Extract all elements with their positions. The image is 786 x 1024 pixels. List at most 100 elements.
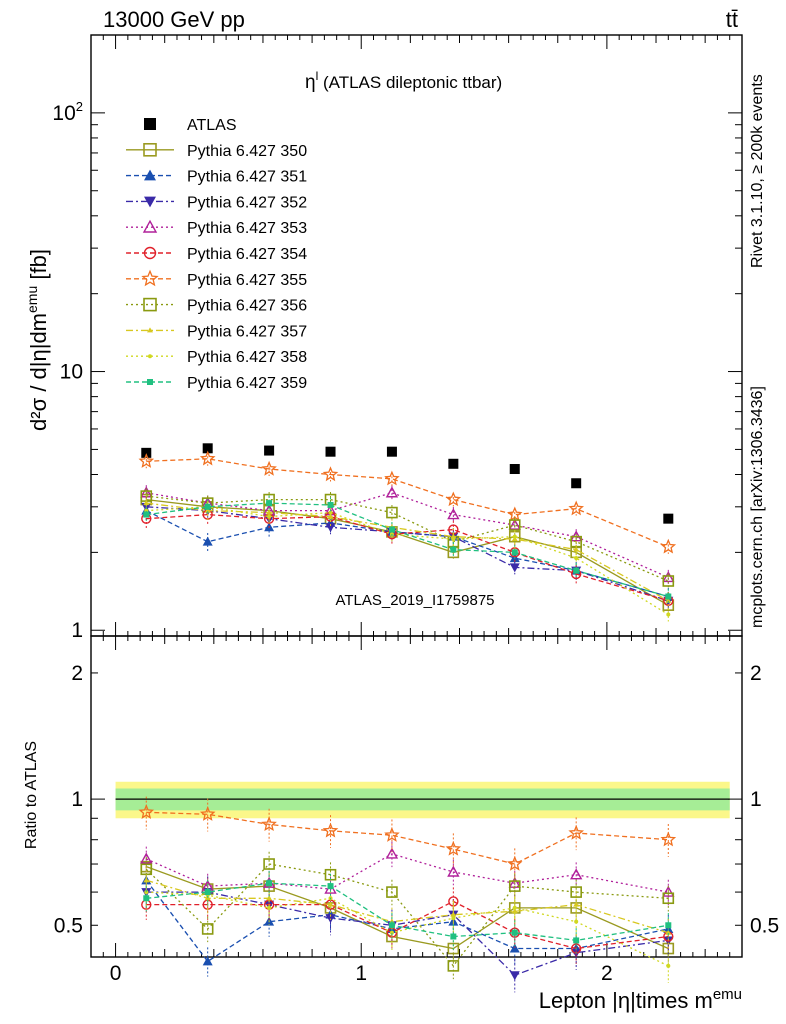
legend-marker [147, 379, 153, 385]
data-point-s355 [568, 500, 584, 516]
legend-marker [147, 327, 153, 333]
ratio-point-s359 [511, 929, 518, 936]
ratio-point-s358 [666, 963, 671, 968]
legend-entry-s355: Pythia 6.427 355 [126, 269, 307, 289]
ratio-y-axis-label: Ratio to ATLAS [23, 741, 40, 849]
main-ytick-label: 10 [60, 361, 83, 384]
ratio-point-s355 [445, 840, 462, 856]
ratio-point-s356 [508, 880, 521, 892]
data-point-s355 [261, 460, 277, 476]
xtick-label: 1 [355, 962, 367, 985]
ratio-point-s355 [322, 822, 339, 838]
data-point-ATLAS [264, 445, 275, 456]
legend-entry-s354: Pythia 6.427 354 [126, 246, 307, 263]
data-point-s359 [573, 567, 580, 574]
legend-marker [148, 354, 152, 359]
data-point-s359 [388, 526, 395, 533]
main-ytick-label: 1 [71, 619, 83, 642]
legend-entry-s359: Pythia 6.427 359 [126, 375, 307, 392]
ratio-point-s351 [509, 943, 520, 953]
data-point-s359 [665, 593, 672, 600]
ratio-point-s358 [574, 919, 579, 924]
legend-entry-ATLAS: ATLAS [144, 117, 237, 134]
ratio-point-s352 [325, 914, 336, 924]
legend-label: ATLAS [187, 117, 237, 134]
ratio-point-s359 [450, 933, 457, 940]
data-point-s357 [665, 597, 672, 603]
ratio-point-s357 [450, 911, 457, 917]
rivet-version-label: Rivet 3.1.10, ≥ 200k events [749, 74, 766, 268]
ratio-series-s356 [140, 851, 675, 980]
ratio-point-s355 [506, 855, 523, 871]
ratio-point-s359 [143, 895, 150, 902]
data-point-s357 [573, 546, 580, 552]
ratio-point-s355 [138, 804, 155, 819]
analysis-watermark: ATLAS_2019_I1759875 [335, 592, 494, 609]
ratio-point-s356 [570, 886, 582, 898]
legend-marker [141, 269, 159, 287]
ratio-point-s358 [512, 905, 517, 910]
legend-entry-s353: Pythia 6.427 353 [126, 219, 307, 237]
data-point-s357 [327, 513, 334, 519]
legend-label: Pythia 6.427 358 [187, 349, 307, 366]
data-point-ATLAS [141, 447, 152, 458]
legend-label: Pythia 6.427 355 [187, 272, 307, 289]
data-point-s357 [266, 509, 273, 515]
data-point-ATLAS [509, 464, 520, 475]
ratio-point-s357 [143, 877, 150, 883]
legend-marker [143, 246, 157, 260]
data-point-s356 [508, 519, 521, 531]
legend-label: Pythia 6.427 353 [187, 220, 307, 237]
ratio-point-s357 [665, 929, 672, 935]
ratio-series-s355 [138, 796, 677, 882]
data-point-s351 [202, 536, 213, 546]
legend-label: Pythia 6.427 350 [187, 143, 307, 160]
legend-entry-s356: Pythia 6.427 356 [126, 298, 307, 315]
ratio-point-s353 [569, 868, 583, 880]
data-point-s355 [660, 538, 677, 554]
data-point-s353 [385, 486, 399, 498]
legend-entry-s351: Pythia 6.427 351 [126, 169, 307, 186]
ratio-point-s359 [204, 889, 211, 896]
ratio-point-s355 [199, 806, 216, 821]
data-point-s359 [327, 501, 334, 508]
legend-marker [144, 118, 156, 130]
ratio-point-s359 [573, 937, 580, 944]
ratio-ytick-label-left: 2 [71, 662, 83, 685]
data-point-ATLAS [663, 513, 674, 524]
ratio-point-s355 [660, 831, 677, 847]
ratio-point-s350 [447, 942, 460, 955]
legend-marker [143, 143, 157, 157]
data-point-s352 [325, 523, 336, 533]
legend-entry-s352: Pythia 6.427 352 [126, 194, 307, 211]
ratio-point-s358 [451, 916, 456, 921]
data-point-s359 [204, 503, 211, 510]
x-axis-label: Lepton |η|times memu [539, 986, 742, 1013]
data-point-s353 [447, 508, 460, 520]
legend-label: Pythia 6.427 352 [187, 194, 307, 211]
xtick-label: 0 [110, 962, 122, 985]
main-y-axis-label: d²σ / d|η|dmemu [fb] [24, 249, 51, 431]
data-point-s358 [267, 514, 272, 519]
legend-entry-s357: Pythia 6.427 357 [126, 323, 307, 340]
legend-label: Pythia 6.427 354 [187, 246, 307, 263]
ratio-point-s353 [662, 885, 675, 897]
data-point-s352 [509, 563, 520, 573]
ratio-ytick-label-right: 1 [750, 788, 762, 811]
data-point-s356 [662, 575, 675, 587]
ratio-point-s358 [389, 930, 394, 935]
data-point-s355 [138, 453, 155, 468]
main-series-ATLAS [141, 443, 674, 524]
data-point-s358 [574, 556, 579, 561]
data-point-s359 [143, 511, 150, 518]
data-point-ATLAS [325, 446, 336, 457]
ratio-ytick-label-left: 0.5 [54, 914, 83, 937]
ratio-point-s356 [201, 923, 214, 935]
legend-label: Pythia 6.427 357 [187, 323, 307, 340]
legend-label: Pythia 6.427 359 [187, 375, 307, 392]
data-point-s358 [666, 612, 671, 617]
data-point-ATLAS [448, 458, 459, 469]
ratio-ytick-label-right: 0.5 [750, 914, 779, 937]
